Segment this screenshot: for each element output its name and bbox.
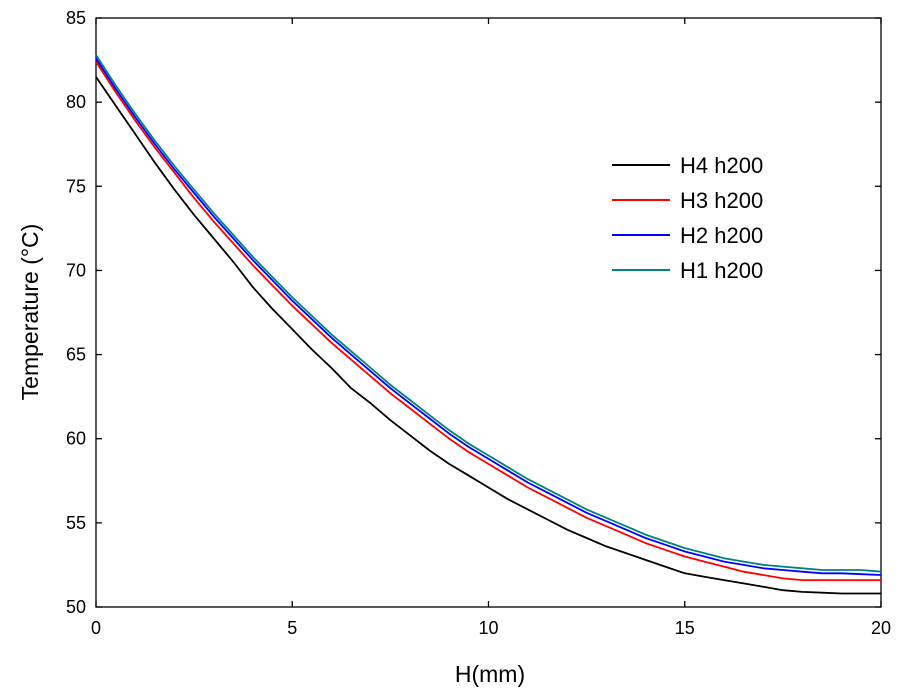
series-line-2 — [96, 62, 881, 580]
x-tick-label: 20 — [871, 618, 891, 638]
legend-label: H3 h200 — [680, 188, 763, 213]
legend-label: H2 h200 — [680, 223, 763, 248]
y-tick-label: 60 — [66, 429, 86, 449]
x-tick-label: 5 — [287, 618, 297, 638]
plot-frame — [96, 18, 881, 607]
axis-ticks: 0 5 10 15 20 50 55 60 65 70 75 80 85 — [66, 8, 891, 638]
y-tick-label: 80 — [66, 92, 86, 112]
x-tick-label: 15 — [675, 618, 695, 638]
legend: H4 h200 H3 h200 H2 h200 H1 h200 — [612, 153, 763, 283]
series-line-4 — [96, 55, 881, 572]
legend-label: H1 h200 — [680, 258, 763, 283]
y-tick-label: 85 — [66, 8, 86, 28]
series-lines — [96, 55, 881, 594]
x-tick-label: 0 — [91, 618, 101, 638]
y-tick-label: 55 — [66, 513, 86, 533]
y-axis-title: Temperature (°C) — [17, 224, 43, 401]
series-line-3 — [96, 58, 881, 575]
y-tick-label: 70 — [66, 260, 86, 280]
legend-label: H4 h200 — [680, 153, 763, 178]
series-line-1 — [96, 77, 881, 594]
y-tick-label: 50 — [66, 597, 86, 617]
x-axis-title: H(mm) — [455, 661, 525, 687]
x-tick-label: 10 — [478, 618, 498, 638]
y-tick-label: 65 — [66, 345, 86, 365]
y-tick-label: 75 — [66, 176, 86, 196]
